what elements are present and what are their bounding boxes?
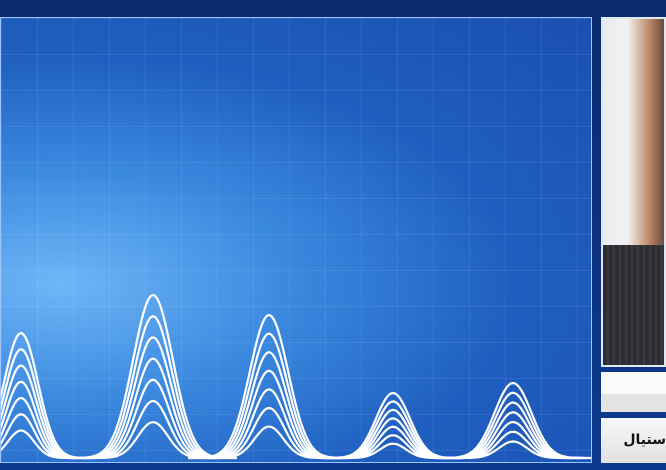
side-panel: ستيال bbox=[601, 17, 666, 463]
graphic-panel bbox=[0, 17, 592, 463]
wave-curve bbox=[82, 378, 223, 460]
wave-curve bbox=[447, 420, 578, 460]
grid-background bbox=[1, 18, 591, 462]
wave-curve bbox=[197, 369, 340, 460]
wave-curve bbox=[329, 417, 456, 460]
wave-curve bbox=[338, 442, 447, 460]
wave-curve bbox=[326, 408, 459, 460]
wave-curve bbox=[75, 336, 230, 460]
wave-curve bbox=[188, 314, 350, 460]
name-bar bbox=[601, 372, 666, 394]
wave-curve bbox=[79, 357, 226, 460]
caption-label: ستيال bbox=[601, 418, 666, 463]
wave-curve bbox=[441, 401, 584, 460]
wave-curve bbox=[321, 391, 465, 460]
wave-curve bbox=[332, 425, 453, 460]
wave-curve bbox=[207, 425, 330, 460]
waveform-graphic bbox=[1, 293, 591, 460]
wave-curve bbox=[1, 429, 75, 460]
wave-curve bbox=[444, 411, 581, 460]
wave-curve bbox=[194, 351, 343, 460]
title-bar bbox=[601, 394, 666, 412]
speaker-suit bbox=[603, 245, 664, 365]
wave-curve bbox=[453, 440, 572, 460]
wave-curve bbox=[201, 388, 337, 460]
speaker-photo bbox=[601, 17, 666, 367]
wave-curve bbox=[69, 293, 237, 460]
wave-curve bbox=[435, 381, 591, 460]
